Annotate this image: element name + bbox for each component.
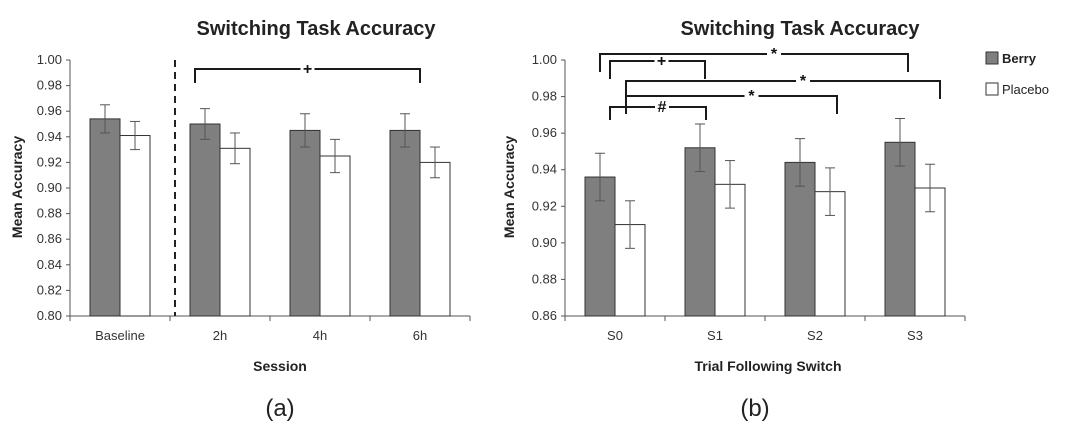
y-tick-label: 0.92 <box>532 198 557 213</box>
bar-berry-6h <box>389 129 421 317</box>
y-tick-label: 0.96 <box>532 125 557 140</box>
y-tick-label: 0.94 <box>532 162 557 177</box>
significance-bracket <box>599 53 909 72</box>
y-tick-label: 1.00 <box>532 52 557 67</box>
legend: Berry Placebo <box>985 51 1049 97</box>
chart-panel-b: Switching Task Accuracy Mean Accuracy Tr… <box>501 18 966 421</box>
significance-label: * <box>771 46 778 63</box>
legend-swatch-placebo <box>985 82 999 96</box>
significance-label-backing <box>767 51 781 57</box>
y-tick-label: 0.88 <box>532 271 557 286</box>
y-tick-label: 0.84 <box>37 257 62 272</box>
bar-berry-baseline <box>89 118 121 317</box>
x-tick-label: Baseline <box>95 328 145 343</box>
y-tick-label: 0.92 <box>37 154 62 169</box>
significance-label-backing <box>744 93 759 99</box>
y-tick-label: 1.00 <box>37 52 62 67</box>
y-tick-label: 0.94 <box>37 129 62 144</box>
x-tick-label: S0 <box>607 328 623 343</box>
y-tick-label: 0.98 <box>532 89 557 104</box>
bar-placebo-4h <box>319 155 351 317</box>
significance-label: * <box>800 73 807 90</box>
x-tick-label: 2h <box>213 328 227 343</box>
x-tick-label: S1 <box>707 328 723 343</box>
y-tick-label: 0.86 <box>532 308 557 323</box>
y-tick-label: 0.98 <box>37 78 62 93</box>
x-tick-label: 4h <box>313 328 327 343</box>
y-tick-label: 0.88 <box>37 206 62 221</box>
legend-label-berry: Berry <box>1002 51 1037 66</box>
x-tick-label: 6h <box>413 328 427 343</box>
significance-label: + <box>657 53 666 70</box>
bar-berry-2h <box>189 123 221 317</box>
significance-label-backing <box>655 104 669 110</box>
significance-label-backing <box>796 78 810 84</box>
bar-placebo-2h <box>219 147 251 317</box>
significance-label-backing <box>300 66 315 72</box>
y-tick-label: 0.82 <box>37 282 62 297</box>
y-tick-label: 0.86 <box>37 231 62 246</box>
x-tick-label: S2 <box>807 328 823 343</box>
x-tick-label: S3 <box>907 328 923 343</box>
panel-label-b: (b) <box>740 395 769 421</box>
y-tick-label: 0.90 <box>37 180 62 195</box>
bar-berry-4h <box>289 129 321 317</box>
x-axis-title-a: Session <box>253 358 307 374</box>
significance-bracket <box>625 80 941 99</box>
significance-bracket <box>625 95 838 114</box>
legend-swatch-berry <box>985 51 999 65</box>
y-tick-label: 0.96 <box>37 103 62 118</box>
y-axis-title-a: Mean Accuracy <box>9 136 25 238</box>
legend-label-placebo: Placebo <box>1002 82 1049 97</box>
bar-berry-s1 <box>684 147 716 317</box>
y-tick-label: 0.90 <box>532 235 557 250</box>
chart-title-a: Switching Task Accuracy <box>197 18 437 40</box>
significance-label: + <box>303 61 312 78</box>
chart-title-b: Switching Task Accuracy <box>681 18 921 40</box>
x-axis-title-b: Trial Following Switch <box>694 358 841 374</box>
significance-label-backing <box>654 58 669 64</box>
significance-label: # <box>658 99 667 116</box>
significance-label: * <box>748 88 755 105</box>
bar-berry-s3 <box>884 141 916 317</box>
bar-placebo-6h <box>419 161 451 317</box>
y-axis-title-b: Mean Accuracy <box>501 136 517 238</box>
bar-placebo-baseline <box>119 135 151 317</box>
chart-panel-a: Switching Task Accuracy Mean Accuracy Se… <box>9 18 471 421</box>
panel-label-a: (a) <box>265 395 294 421</box>
y-tick-label: 0.80 <box>37 308 62 323</box>
